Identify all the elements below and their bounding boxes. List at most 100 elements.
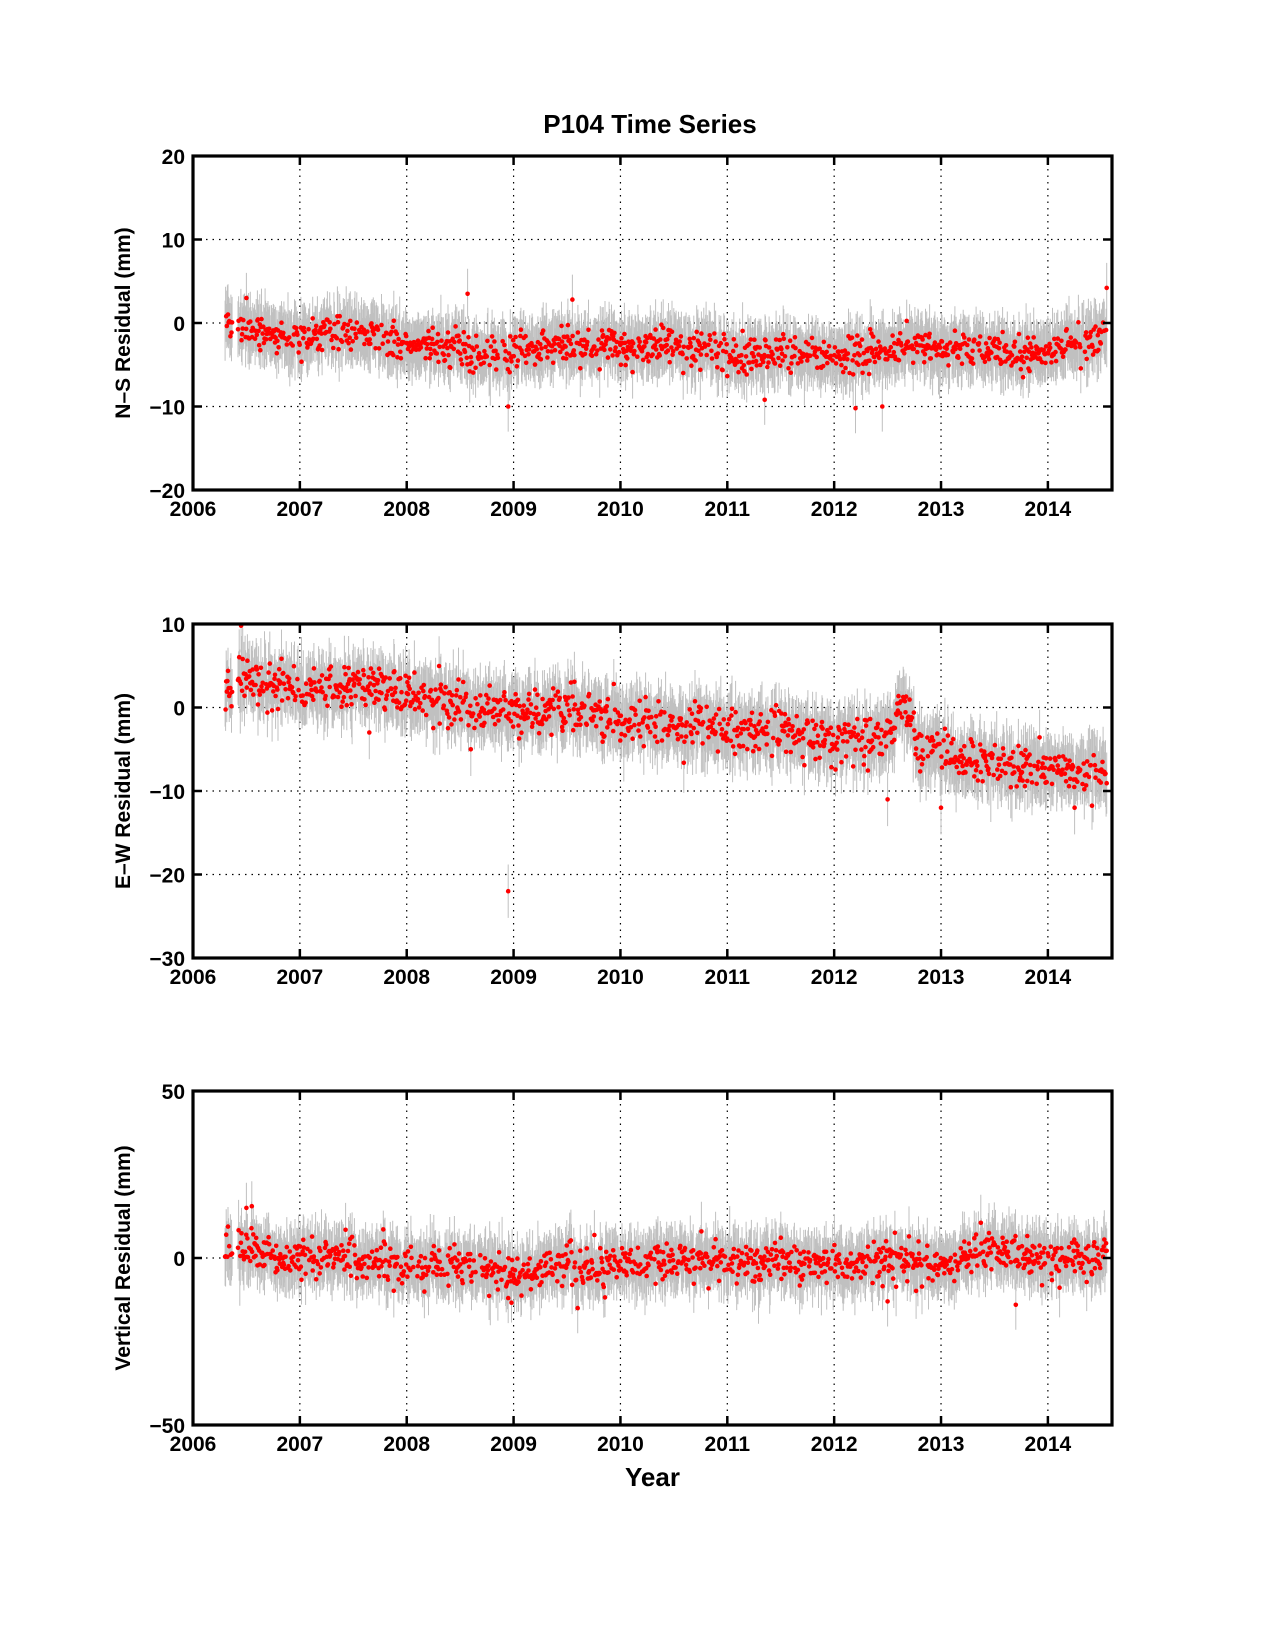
- data-point: [683, 1262, 689, 1268]
- data-point: [850, 358, 855, 363]
- data-point: [437, 721, 443, 726]
- data-point: [883, 1238, 889, 1244]
- data-point: [258, 665, 264, 671]
- data-point: [792, 733, 798, 738]
- data-point: [584, 1246, 590, 1251]
- data-point: [420, 708, 426, 713]
- data-point: [225, 312, 231, 317]
- data-point: [995, 1245, 1001, 1250]
- data-point: [788, 749, 794, 755]
- data-point: [389, 329, 394, 335]
- data-point: [275, 1268, 280, 1273]
- data-point: [600, 332, 606, 338]
- data-point: [935, 1272, 941, 1278]
- data-point: [448, 365, 453, 371]
- data-point: [973, 767, 979, 773]
- data-point: [312, 680, 317, 685]
- data-point: [845, 351, 851, 356]
- data-point: [1090, 344, 1095, 350]
- data-point: [312, 331, 318, 337]
- data-point: [1049, 1277, 1055, 1283]
- data-point: [409, 1255, 414, 1261]
- data-point: [602, 733, 607, 739]
- data-point: [662, 710, 667, 715]
- data-point: [1073, 345, 1078, 350]
- data-point: [779, 1276, 784, 1282]
- data-point: [870, 1280, 875, 1286]
- data-point: [970, 743, 976, 749]
- data-point: [792, 353, 797, 359]
- data-point: [328, 673, 333, 678]
- data-point: [292, 697, 298, 703]
- data-point: [509, 1300, 514, 1305]
- data-point: [577, 341, 582, 347]
- data-point: [890, 1276, 896, 1281]
- data-point: [682, 1245, 688, 1251]
- data-point: [403, 1253, 408, 1259]
- data-point: [735, 725, 741, 731]
- data-point: [1053, 349, 1058, 355]
- data-point: [1096, 347, 1101, 353]
- data-point: [618, 362, 624, 368]
- data-point: [354, 1275, 360, 1281]
- data-point: [441, 352, 447, 358]
- data-point: [286, 679, 291, 685]
- data-point: [635, 354, 640, 360]
- data-point: [342, 1267, 347, 1272]
- data-point: [896, 357, 902, 363]
- data-point: [627, 1251, 632, 1257]
- data-point: [229, 320, 235, 325]
- data-point: [488, 344, 494, 349]
- data-point: [670, 349, 676, 354]
- data-point: [471, 347, 477, 353]
- data-point: [367, 337, 373, 342]
- data-point: [790, 724, 795, 729]
- data-point: [463, 341, 468, 347]
- data-point: [568, 341, 574, 347]
- data-point: [995, 354, 1000, 360]
- data-point: [726, 1262, 731, 1268]
- data-point: [415, 1273, 420, 1279]
- data-point: [543, 344, 548, 350]
- data-point: [975, 1263, 980, 1268]
- data-point: [416, 705, 422, 710]
- data-point: [396, 1277, 401, 1282]
- data-point: [298, 1244, 303, 1249]
- data-point: [625, 356, 630, 361]
- data-point: [1066, 783, 1072, 789]
- data-point: [742, 368, 747, 374]
- data-point: [775, 347, 780, 352]
- data-point: [1096, 1252, 1101, 1257]
- data-point: [753, 1274, 758, 1279]
- data-point: [459, 362, 465, 367]
- data-point: [812, 726, 817, 732]
- data-point: [469, 1279, 474, 1284]
- data-point: [638, 734, 643, 739]
- data-point: [956, 770, 962, 776]
- data-point: [714, 354, 719, 360]
- data-point: [795, 361, 801, 366]
- data-point: [291, 690, 296, 696]
- data-point: [779, 346, 784, 352]
- data-point: [925, 1243, 930, 1248]
- data-point: [1059, 338, 1064, 344]
- data-point: [735, 733, 740, 739]
- data-point: [224, 323, 230, 329]
- data-point: [605, 355, 611, 360]
- data-point: [253, 682, 258, 688]
- data-point: [1065, 762, 1071, 768]
- data-point: [946, 363, 951, 368]
- data-point: [652, 343, 658, 348]
- data-point: [859, 735, 865, 740]
- data-point: [383, 675, 388, 680]
- data-point: [856, 738, 862, 743]
- data-point: [662, 1273, 668, 1278]
- data-point: [752, 1279, 757, 1284]
- data-point: [245, 1236, 250, 1241]
- data-point: [357, 677, 363, 682]
- data-point: [572, 1265, 577, 1270]
- data-point: [749, 710, 755, 716]
- data-point: [309, 1234, 315, 1239]
- data-point: [431, 1243, 437, 1249]
- data-point: [811, 740, 817, 746]
